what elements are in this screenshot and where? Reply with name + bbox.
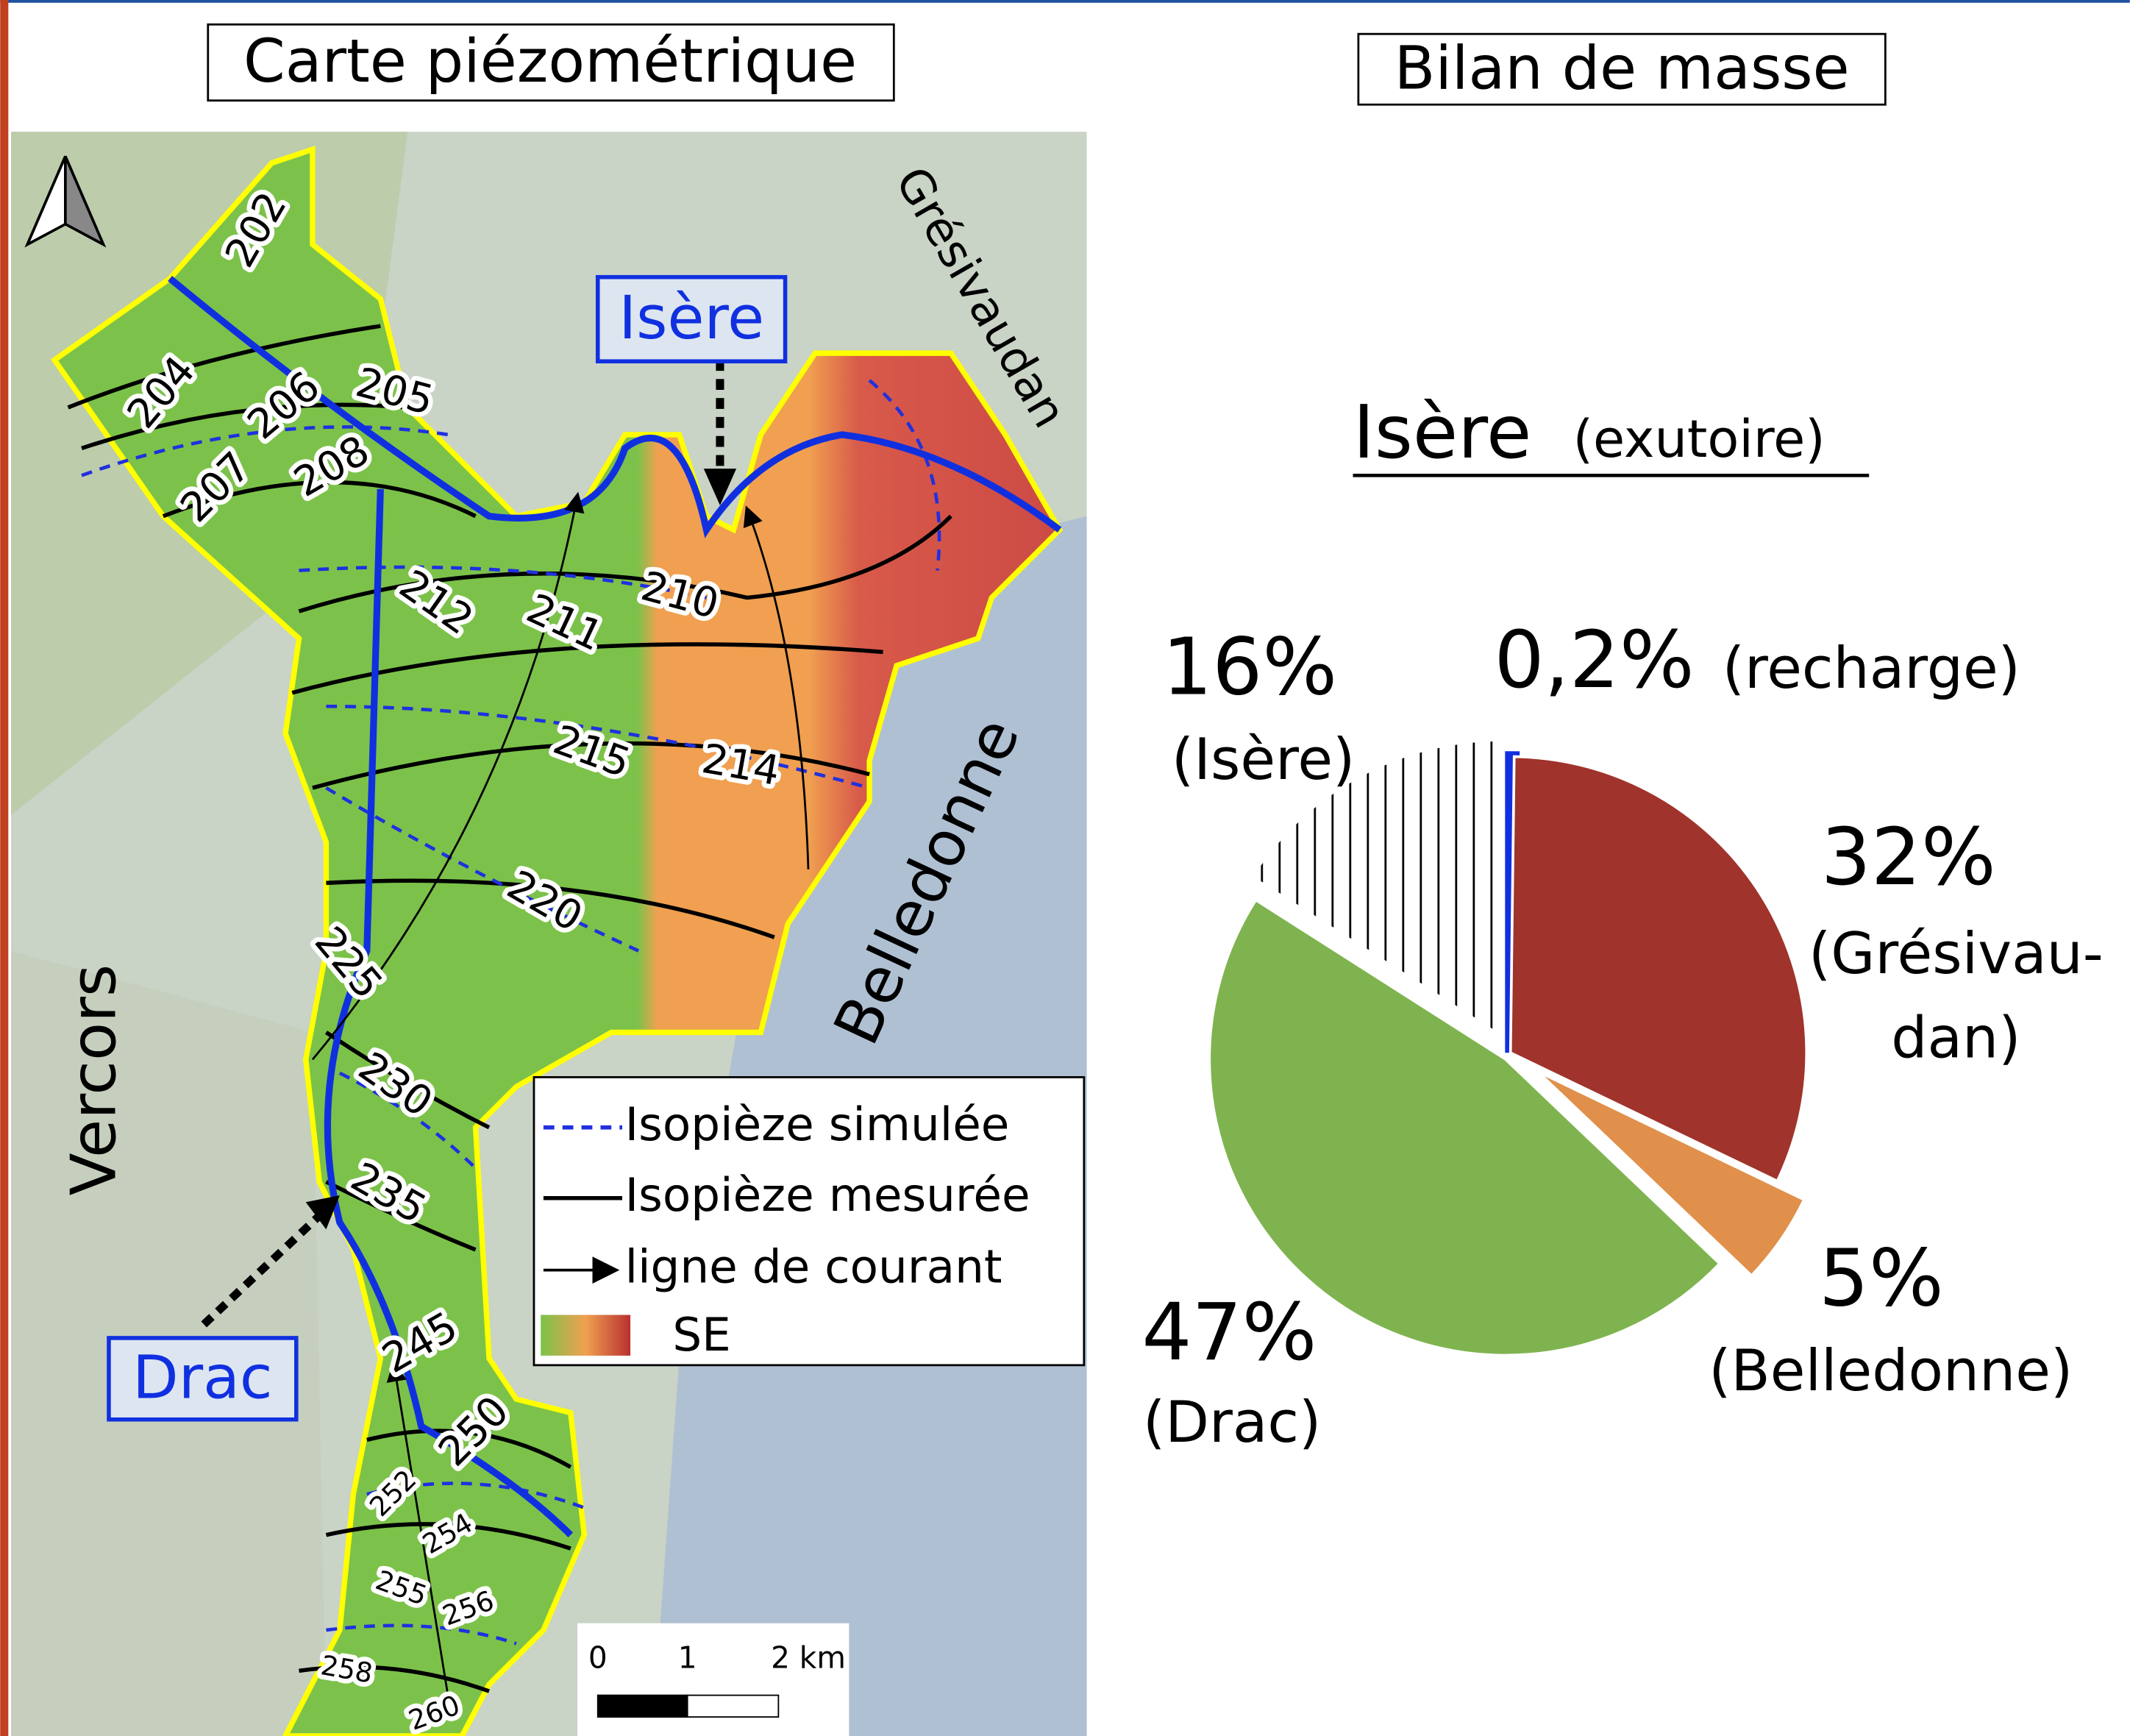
region: Vercors — [58, 964, 131, 1196]
category-label-line: (recharge) — [1723, 636, 2020, 702]
border — [0, 0, 8, 1736]
scale-label: 0 — [588, 1640, 608, 1676]
figure: Carte piézométrique Bilan de masse Isère… — [0, 0, 2130, 1736]
legend-label: Isopièze mesurée — [625, 1168, 1030, 1222]
region-label: Vercors — [58, 964, 131, 1196]
value-label: 0,2% — [1495, 615, 1695, 706]
scale-bar — [598, 1696, 688, 1718]
chart-subtitle-note: (exutoire) — [1573, 409, 1826, 469]
region-label: Isère — [619, 284, 764, 353]
value-label: 5% — [1819, 1233, 1944, 1324]
category-label-line: (Drac) — [1143, 1390, 1321, 1456]
chart-subtitle: Isère — [1353, 389, 1531, 475]
legend-label: ligne de courant — [625, 1240, 1002, 1294]
scale-label: 2 km — [771, 1640, 846, 1676]
category-label-line: (Belledonne) — [1709, 1338, 2073, 1404]
category-label-line: dan) — [1891, 1006, 2020, 1072]
category-label: (Belledonne) — [1709, 1338, 2073, 1404]
category-label-line: (Isère) — [1172, 727, 1355, 793]
scale-bar — [688, 1696, 779, 1718]
legend-label: SE — [672, 1308, 731, 1362]
chart-title: Bilan de masse — [1395, 34, 1850, 103]
value-label: 32% — [1821, 812, 1996, 903]
category-label: (Isère) — [1172, 727, 1355, 793]
legend-symbol — [541, 1315, 630, 1356]
value-label: 47% — [1141, 1287, 1317, 1379]
value-label: 16% — [1162, 622, 1337, 713]
category-label: (Drac) — [1143, 1390, 1321, 1456]
legend-label: Isopièze simulée — [625, 1098, 1010, 1151]
scale-label: 1 — [678, 1640, 697, 1676]
map-title: Carte piézométrique — [243, 27, 857, 96]
category-label: (Grésivau-dan) — [1809, 921, 2104, 1072]
category-label-line: (Grésivau- — [1809, 921, 2104, 987]
region-label: Drac — [132, 1343, 272, 1412]
category-label: (recharge) — [1723, 636, 2020, 702]
